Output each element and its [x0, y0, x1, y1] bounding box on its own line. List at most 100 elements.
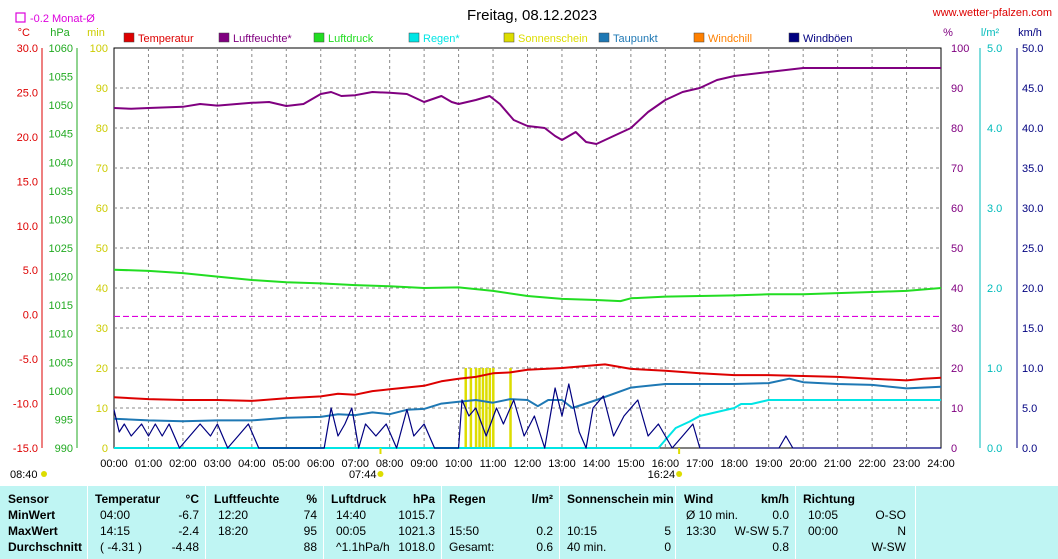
temp-tick-label: -15.0 [13, 443, 38, 455]
sunshine-bar [492, 368, 495, 448]
time-tick-label: 07:00 [341, 458, 369, 470]
sunrise-icon [377, 471, 384, 477]
stats-header-humidity: Luftfeuchte [214, 492, 280, 506]
series-line-windben [113, 383, 941, 449]
pressure-tick-label: 1015 [49, 300, 73, 312]
time-tick-label: 12:00 [514, 458, 542, 470]
time-tick-label: 06:00 [307, 458, 335, 470]
legend-label: Windböen [803, 33, 853, 45]
stats-humidity-time: 12:20 [218, 508, 249, 522]
rain-unit: l/m² [981, 27, 1000, 39]
series-line-temperatur [113, 363, 942, 402]
time-tick-label: 14:00 [583, 458, 611, 470]
humidity-tick-label: 60 [951, 203, 963, 215]
stats-direction-value: O-SO [875, 508, 906, 522]
stats-header-rain: Regen [449, 492, 486, 506]
sun-markers: 07:44 16:24 08:40 [10, 448, 683, 481]
stats-column-divider [441, 486, 442, 559]
time-tick-label: 01:00 [135, 458, 163, 470]
wind-unit: km/h [1018, 27, 1042, 39]
min-tick-label: 100 [90, 43, 108, 55]
monthly-avg-label: -0.2 Monat-Ø [30, 13, 95, 25]
stats-rain-time: 15:50 [449, 524, 480, 538]
wind-tick-label: 45.0 [1022, 83, 1043, 95]
chart-grid [113, 47, 942, 449]
time-tick-label: 23:00 [893, 458, 921, 470]
sunrise-label: 07:44 [349, 469, 377, 481]
min-tick-label: 60 [96, 203, 108, 215]
stats-temp-time: ( -4.31 ) [100, 540, 143, 554]
stats-wind-value: 0.8 [772, 540, 789, 554]
stats-header-sunshine: Sonnenschein min [567, 492, 674, 506]
sunshine-bar [488, 368, 492, 448]
rain-tick-label: 1.0 [987, 363, 1002, 375]
temp-tick-label: 25.0 [17, 87, 38, 99]
stats-wind-time: Ø 10 min. [686, 508, 739, 522]
humidity-tick-label: 90 [951, 83, 963, 95]
stats-sunshine-time: 40 min. [567, 540, 607, 554]
stats-header-pressure-unit: hPa [412, 492, 435, 506]
rain-tick-label: 4.0 [987, 123, 1002, 135]
temp-tick-label: -10.0 [13, 399, 38, 411]
wind-tick-label: 15.0 [1022, 323, 1043, 335]
stats-header-sensor: Sensor [8, 492, 49, 506]
stats-pressure-value: 1018.0 [398, 540, 435, 554]
wind-tick-label: 25.0 [1022, 243, 1043, 255]
pressure-tick-label: 1035 [49, 186, 73, 198]
stats-header-rain-unit: l/m² [531, 492, 553, 506]
time-tick-label: 19:00 [755, 458, 783, 470]
stats-header-humidity-unit: % [306, 492, 317, 506]
pressure-tick-label: 1025 [49, 243, 73, 255]
stats-pressure-time: ^1.1hPa/h [336, 540, 390, 554]
legend-label: Regen* [423, 33, 460, 45]
stats-temp-time: 14:15 [100, 524, 131, 538]
legend-swatch [503, 32, 515, 43]
sunset-icon [676, 471, 683, 477]
temp-tick-label: 30.0 [17, 43, 38, 55]
stats-humidity-value: 74 [303, 508, 317, 522]
weather-chart: 30.0 25.0 20.0 15.0 10.0 5.0 0.0 -5.0 -10.0 -15.0… [10, 7, 1052, 481]
wind-tick-label: 10.0 [1022, 363, 1043, 375]
stats-column-divider [323, 486, 324, 559]
pressure-tick-label: 1000 [49, 386, 73, 398]
legend-label: Temperatur [138, 33, 194, 45]
wind-tick-label: 5.0 [1022, 403, 1037, 415]
chart-legend: Temperatur Luftfeuchte* Luftdruck Regen* Son… [123, 32, 853, 45]
humidity-tick-label: 0 [951, 443, 957, 455]
site-link[interactable]: www.wetter-pfalzen.com [932, 7, 1052, 19]
humidity-tick-label: 50 [951, 243, 963, 255]
temp-unit: °C [18, 27, 30, 39]
legend-label: Sonnenschein [518, 33, 588, 45]
time-tick-label: 15:00 [617, 458, 645, 470]
stats-temp-time: 04:00 [100, 508, 131, 522]
stats-temp-value: -6.7 [178, 508, 199, 522]
stats-column-divider [915, 486, 916, 559]
series-line-regen [114, 399, 941, 449]
chart-series [113, 67, 942, 449]
min-tick-label: 30 [96, 323, 108, 335]
time-tick-label: 00:00 [100, 458, 128, 470]
stats-column-divider [87, 486, 88, 559]
wind-tick-label: 50.0 [1022, 43, 1043, 55]
stats-row-label: MaxWert [8, 524, 58, 538]
stats-pressure-value: 1015.7 [398, 508, 435, 522]
series-line-taupunkt [113, 377, 942, 423]
stats-direction-time: 00:00 [808, 524, 839, 538]
time-tick-label: 03:00 [204, 458, 232, 470]
time-tick-label: 05:00 [273, 458, 301, 470]
rain-tick-label: 0.0 [987, 443, 1002, 455]
stats-column-divider [795, 486, 796, 559]
legend-label: Luftdruck [328, 33, 374, 45]
time-tick-label: 08:00 [376, 458, 404, 470]
stats-table: Sensor Temperatur °C Luftfeuchte% Luftdruck h… [0, 486, 1058, 559]
stats-direction-value: W-SW [871, 540, 906, 554]
stats-rain-value: 0.6 [536, 540, 553, 554]
legend-swatch [123, 32, 135, 43]
stats-row-label: Durchschnitt [8, 540, 83, 554]
stats-direction-time: 10:05 [808, 508, 839, 522]
stats-humidity-time: 18:20 [218, 524, 249, 538]
humidity-tick-label: 10 [951, 403, 963, 415]
humidity-tick-label: 100 [951, 43, 969, 55]
pressure-tick-label: 1030 [49, 214, 73, 226]
stats-sunshine-value: 0 [664, 540, 671, 554]
